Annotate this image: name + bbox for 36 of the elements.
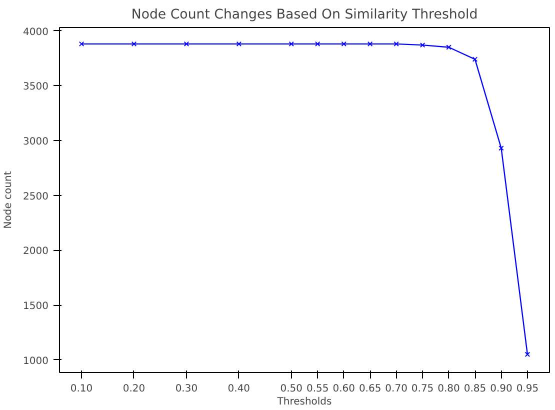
y-tick-label: 1000 — [23, 356, 49, 367]
x-tick-label: 0.80 — [438, 384, 460, 394]
y-tick-label: 1500 — [23, 301, 49, 312]
point — [236, 41, 242, 47]
point — [288, 41, 294, 47]
x-tick-label: 0.55 — [306, 384, 329, 394]
x-tick-label: 0.60 — [332, 384, 355, 394]
x-tick-label: 0.10 — [70, 384, 93, 394]
point — [367, 41, 373, 47]
y-tick-label: 2000 — [23, 246, 49, 258]
x-tick-label: 0.30 — [175, 384, 198, 394]
point — [498, 146, 504, 151]
y-tick-label: 3500 — [23, 82, 49, 93]
y-tick-label: 3000 — [23, 136, 49, 148]
y-axis-title: Node count — [3, 171, 14, 229]
point — [420, 42, 426, 48]
x-tick-label: 0.50 — [280, 384, 303, 394]
point — [446, 44, 452, 50]
x-tick-label: 0.20 — [122, 384, 146, 394]
x-tick-label: 0.65 — [358, 384, 382, 394]
point — [394, 41, 399, 47]
x-tick-label: 0.90 — [490, 384, 512, 394]
x-tick-label: 0.85 — [464, 384, 486, 394]
y-tick-label: 2500 — [23, 191, 49, 202]
x-axis-title: Thresholds — [276, 396, 332, 408]
x-tick-label: 0.70 — [385, 384, 408, 394]
chart-title: Node Count Changes Based On Similarity Threshold — [131, 8, 478, 22]
x-tick-label: 0.95 — [516, 384, 539, 394]
x-tick-label: 0.75 — [411, 384, 434, 394]
point — [314, 41, 320, 47]
point — [341, 41, 346, 47]
point — [131, 41, 137, 47]
x-tick-label: 0.40 — [228, 384, 250, 394]
point — [472, 56, 478, 62]
y-tick-label: 4000 — [23, 26, 49, 38]
point — [184, 41, 190, 47]
